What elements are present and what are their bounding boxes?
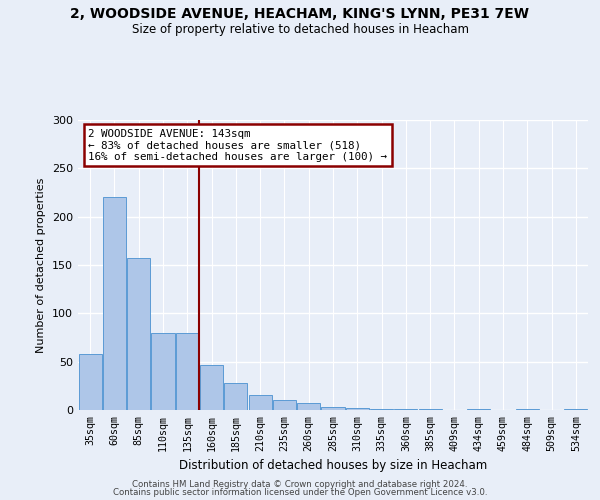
Text: 2, WOODSIDE AVENUE, HEACHAM, KING'S LYNN, PE31 7EW: 2, WOODSIDE AVENUE, HEACHAM, KING'S LYNN… bbox=[71, 8, 530, 22]
Bar bbox=[565, 409, 587, 410]
Bar bbox=[151, 332, 175, 410]
Bar bbox=[79, 354, 101, 410]
Bar bbox=[224, 383, 247, 410]
Bar bbox=[297, 403, 320, 410]
Bar bbox=[467, 409, 490, 410]
Bar bbox=[273, 400, 296, 410]
Bar bbox=[200, 364, 223, 410]
Y-axis label: Number of detached properties: Number of detached properties bbox=[37, 178, 46, 352]
Text: Contains HM Land Registry data © Crown copyright and database right 2024.: Contains HM Land Registry data © Crown c… bbox=[132, 480, 468, 489]
Bar bbox=[516, 409, 539, 410]
Bar bbox=[419, 409, 442, 410]
Bar bbox=[394, 409, 418, 410]
Text: Contains public sector information licensed under the Open Government Licence v3: Contains public sector information licen… bbox=[113, 488, 487, 497]
Text: Size of property relative to detached houses in Heacham: Size of property relative to detached ho… bbox=[131, 22, 469, 36]
Bar bbox=[103, 198, 126, 410]
Bar bbox=[176, 332, 199, 410]
Bar bbox=[370, 409, 393, 410]
Text: 2 WOODSIDE AVENUE: 143sqm
← 83% of detached houses are smaller (518)
16% of semi: 2 WOODSIDE AVENUE: 143sqm ← 83% of detac… bbox=[88, 128, 387, 162]
Bar bbox=[322, 407, 344, 410]
Bar bbox=[346, 408, 369, 410]
Text: Distribution of detached houses by size in Heacham: Distribution of detached houses by size … bbox=[179, 460, 487, 472]
Bar bbox=[248, 394, 272, 410]
Bar bbox=[127, 258, 150, 410]
